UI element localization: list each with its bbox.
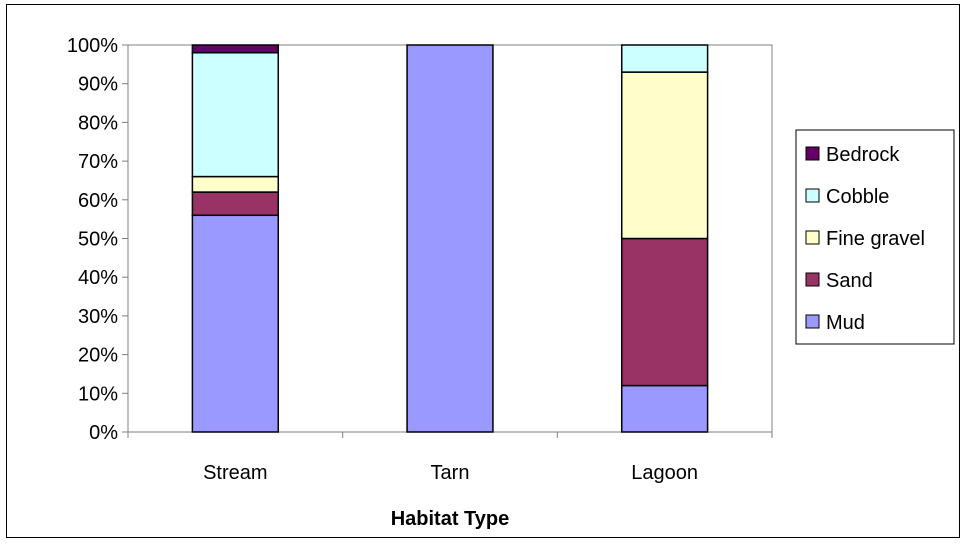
legend-box (795, 129, 955, 345)
legend-label: Mud (826, 312, 865, 334)
bar-segment-mud (620, 384, 709, 433)
bar-segment-cobble (620, 44, 709, 73)
legend-swatch-cobble (805, 188, 820, 203)
legend-label: Sand (826, 270, 873, 292)
y-axis: 0% 10% 20% 30% 40% 50% 60% 70% 80% 90% 100% (67, 35, 129, 444)
x-tick-label: Tarn (431, 462, 470, 484)
y-tick-label: 30% (78, 306, 118, 328)
legend-label: Cobble (826, 186, 889, 208)
legend-swatch-fine-gravel (805, 230, 820, 245)
y-tick-label: 20% (78, 345, 118, 367)
bars (191, 44, 709, 433)
legend: Bedrock Cobble Fine gravel Sand Mud (795, 129, 955, 345)
y-tick-label: 50% (78, 229, 118, 251)
y-tick-label: 80% (78, 112, 118, 134)
y-tick-label: 100% (67, 35, 118, 57)
bar-segment-bedrock (191, 44, 280, 54)
x-axis-title: Habitat Type (391, 508, 510, 530)
y-tick-label: 60% (78, 190, 118, 212)
x-tick-label: Stream (203, 462, 267, 484)
bar-segment-cobble (191, 51, 280, 178)
legend-label: Fine gravel (826, 228, 925, 250)
bar-segment-sand (620, 237, 709, 387)
x-tick-label: Lagoon (631, 462, 698, 484)
bar-segment-mud (406, 44, 494, 433)
y-tick-label: 0% (89, 422, 118, 444)
bar-segment-fine-gravel (191, 175, 280, 193)
legend-swatch-mud (805, 314, 820, 329)
y-tick-label: 70% (78, 151, 118, 173)
legend-swatch-sand (805, 272, 820, 287)
x-axis: Stream Tarn Lagoon (127, 431, 773, 484)
bar-segment-fine-gravel (620, 71, 709, 240)
y-tick-label: 10% (78, 383, 118, 405)
bar-segment-sand (191, 191, 280, 217)
legend-swatch-bedrock (805, 146, 820, 161)
y-tick-label: 40% (78, 267, 118, 289)
y-tick-label: 90% (78, 74, 118, 96)
legend-label: Bedrock (826, 144, 900, 166)
bar-segment-mud (191, 214, 280, 433)
